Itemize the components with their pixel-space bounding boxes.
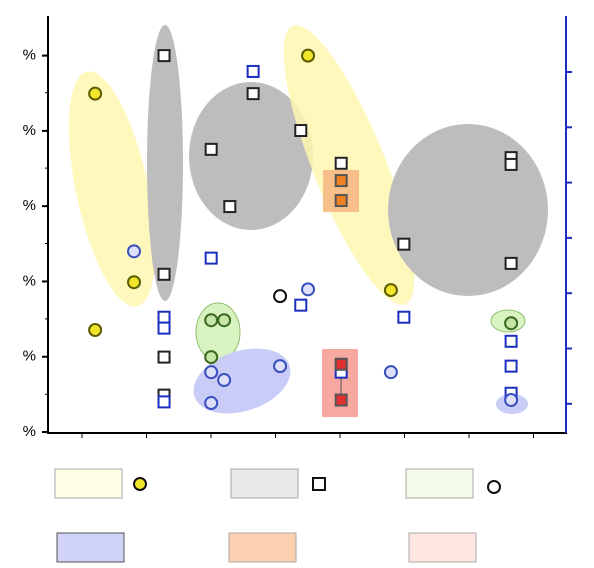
legend-swatch [56,532,125,563]
point [204,396,219,411]
point [273,359,288,374]
point [204,365,219,380]
point [301,282,316,297]
point [126,275,141,290]
point [504,157,518,171]
point [383,283,398,298]
point [246,64,260,78]
point [504,334,518,348]
point [334,194,348,208]
legend [54,468,501,563]
point [334,174,348,188]
point [504,316,519,331]
point [88,86,103,101]
y-tick-label: % [23,423,36,440]
point [504,256,518,270]
legend-swatch [408,532,477,563]
point [246,87,260,101]
region [193,348,291,414]
legend-marker [133,477,147,491]
point [383,365,398,380]
y-tick-label: % [23,47,36,64]
point [88,323,103,338]
point [157,267,171,281]
regions [68,25,548,417]
point [157,395,171,409]
axes [47,16,567,434]
point [157,310,171,324]
point [126,244,141,259]
point [504,359,518,373]
point [204,313,219,328]
point [204,251,218,265]
point [157,350,171,364]
region [189,82,313,230]
point [294,298,308,312]
point [301,48,316,63]
point [273,289,288,304]
legend-swatch [228,532,297,563]
point [294,124,308,138]
legend-marker [312,477,326,491]
point [204,350,219,365]
point [334,393,348,407]
y-tick-label: % [23,272,36,289]
point [157,321,171,335]
point [223,200,237,214]
y-tick-label: % [23,197,36,214]
y-tick-label: % [23,348,36,365]
point [334,357,348,371]
point [157,49,171,63]
point [504,393,519,408]
legend-swatch [230,468,299,499]
region [283,25,415,305]
point [334,156,348,170]
point [204,142,218,156]
y-tick-label: % [23,122,36,139]
legend-marker [487,480,501,494]
legend-swatch [54,468,123,499]
region [388,124,548,296]
point [217,313,232,328]
point [217,373,232,388]
region [147,25,183,301]
legend-swatch [405,468,474,499]
point [397,237,411,251]
point [397,310,411,324]
